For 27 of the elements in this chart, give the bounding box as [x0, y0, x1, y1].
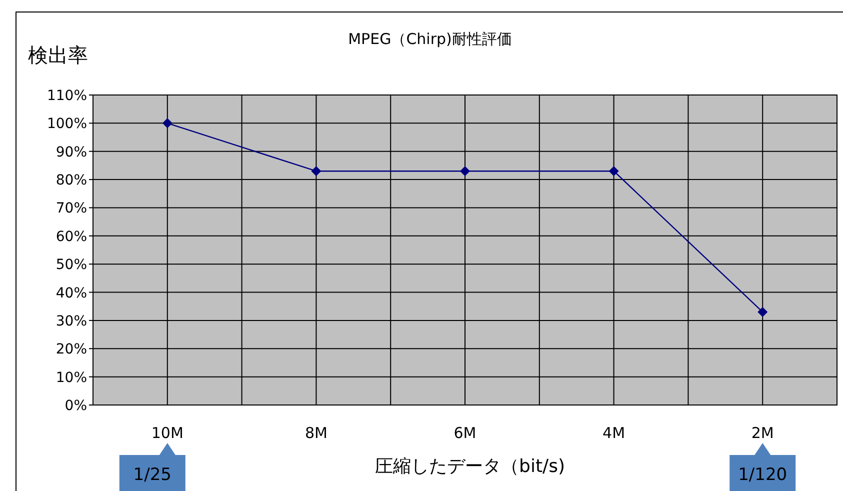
point	[758, 307, 768, 317]
y-tick-label: 50%	[56, 257, 87, 274]
point	[162, 118, 172, 128]
y-tick-label: 30%	[56, 313, 87, 330]
y-tick-label: 70%	[56, 200, 87, 217]
text: 1/25	[133, 465, 172, 485]
y-tick-label: 80%	[56, 172, 87, 189]
chart-title: MPEG（Chirp)耐性評価	[348, 30, 512, 48]
y-tick-label: 110%	[46, 88, 87, 104]
x-tick-label: 2M	[751, 424, 774, 442]
y-tick-label: 0%	[64, 398, 87, 414]
point	[460, 166, 470, 176]
x-tick-label: 8M	[304, 424, 328, 442]
y-tick-label: 100%	[46, 116, 87, 132]
y-tick-label: 20%	[56, 342, 87, 358]
point	[608, 166, 619, 176]
x-tick-label: 6M	[454, 424, 476, 442]
text: 1/120	[738, 465, 788, 485]
y-axis-title: 検出率	[28, 43, 88, 67]
x-tick-label: 4M	[602, 424, 626, 442]
y-tick-label: 90%	[56, 144, 87, 160]
x-axis-title: 圧縮したデータ（bit/s)	[375, 456, 565, 477]
point	[311, 166, 322, 176]
x-tick-label: 10M	[151, 424, 184, 442]
y-tick-label: 60%	[56, 228, 87, 245]
y-tick-label: 40%	[56, 285, 87, 302]
y-tick-label: 10%	[56, 370, 87, 386]
